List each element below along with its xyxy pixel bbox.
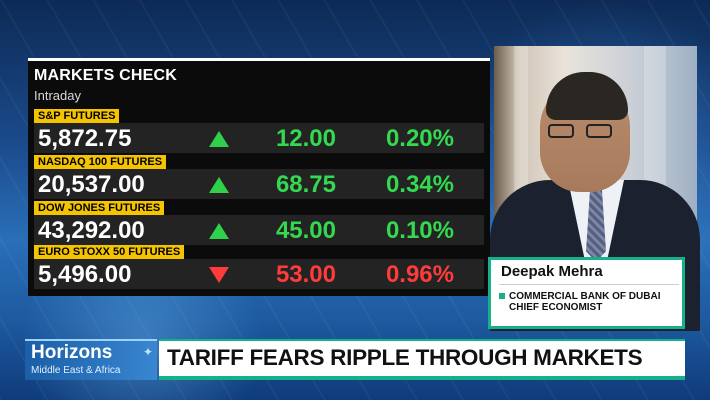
market-percent: 0.96% xyxy=(385,261,454,288)
market-row-sp: S&P FUTURES 5,872.75 12.00 0.20% xyxy=(34,109,484,153)
glasses-icon xyxy=(548,124,574,138)
show-brand-logo: Horizons ✦ Middle East & Africa xyxy=(25,339,157,380)
up-arrow-icon xyxy=(208,131,230,147)
headline-text: TARIFF FEARS RIPPLE THROUGH MARKETS xyxy=(167,345,643,370)
row-bar xyxy=(34,123,484,153)
market-label: DOW JONES FUTURES xyxy=(34,201,165,215)
markets-title: MARKETS CHECK xyxy=(34,67,178,84)
market-change: 12.00 xyxy=(275,125,336,152)
markets-check-panel: MARKETS CHECK Intraday S&P FUTURES 5,872… xyxy=(28,58,490,296)
sparkle-icon: ✦ xyxy=(143,345,154,359)
market-label: NASDAQ 100 FUTURES xyxy=(34,155,167,169)
market-label: S&P FUTURES xyxy=(34,109,120,123)
brand-title: Horizons xyxy=(31,342,113,363)
market-price: 43,292.00 xyxy=(38,217,145,244)
market-change: 45.00 xyxy=(275,217,336,244)
glasses-icon xyxy=(586,124,612,138)
guest-organization: COMMERCIAL BANK OF DUBAI xyxy=(509,291,661,302)
market-price: 20,537.00 xyxy=(38,171,145,198)
market-change: 68.75 xyxy=(275,171,336,198)
row-bar xyxy=(34,169,484,199)
guest-tie xyxy=(586,190,606,262)
headline-bar: TARIFF FEARS RIPPLE THROUGH MARKETS xyxy=(159,339,685,380)
up-arrow-icon xyxy=(208,177,230,193)
row-bar xyxy=(34,215,484,245)
guest-role: CHIEF ECONOMIST xyxy=(509,302,603,313)
row-bar xyxy=(34,259,484,289)
up-arrow-icon xyxy=(208,223,230,239)
guest-nameplate: Deepak Mehra COMMERCIAL BANK OF DUBAI CH… xyxy=(488,257,685,329)
market-percent: 0.20% xyxy=(385,125,454,152)
nameplate-divider xyxy=(499,284,679,285)
markets-subtitle: Intraday xyxy=(34,88,81,103)
market-row-eurostoxx: EURO STOXX 50 FUTURES 5,496.00 53.00 0.9… xyxy=(34,245,484,289)
market-row-dow: DOW JONES FUTURES 43,292.00 45.00 0.10% xyxy=(34,201,484,245)
market-percent: 0.34% xyxy=(385,171,454,198)
market-row-nasdaq: NASDAQ 100 FUTURES 20,537.00 68.75 0.34% xyxy=(34,155,484,199)
guest-name: Deepak Mehra xyxy=(501,263,603,280)
market-label: EURO STOXX 50 FUTURES xyxy=(34,245,185,259)
market-percent: 0.10% xyxy=(385,217,454,244)
brand-subtitle: Middle East & Africa xyxy=(31,365,121,376)
bullet-icon xyxy=(499,293,505,299)
market-price: 5,872.75 xyxy=(38,125,132,152)
market-price: 5,496.00 xyxy=(38,261,132,288)
down-arrow-icon xyxy=(208,267,230,283)
market-change: 53.00 xyxy=(275,261,336,288)
